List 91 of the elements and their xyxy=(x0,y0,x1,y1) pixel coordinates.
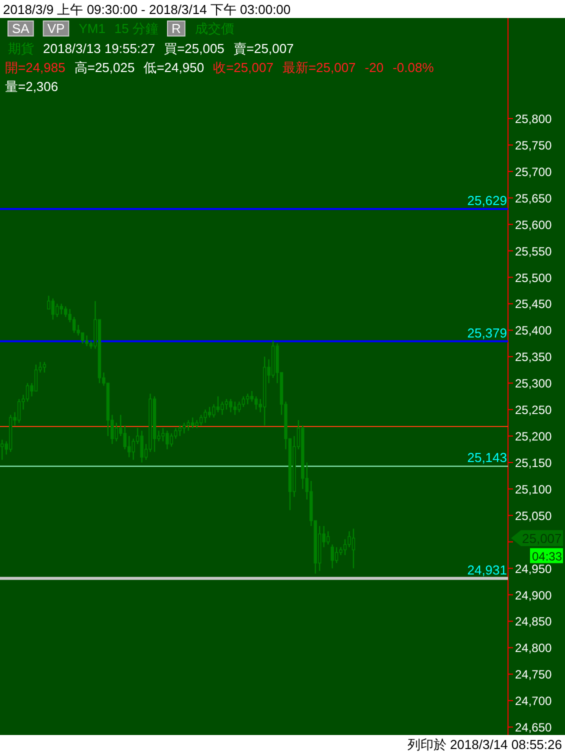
annotation: -0.08% xyxy=(392,60,434,75)
candlestick xyxy=(254,396,258,410)
candlestick xyxy=(250,390,254,402)
annotation: 開=24,985 xyxy=(5,60,66,75)
candlestick xyxy=(348,530,351,548)
annotation: YM1 xyxy=(78,21,106,36)
y-tick-label: 25,250 xyxy=(515,403,552,418)
candlestick xyxy=(212,404,216,418)
candlestick xyxy=(34,364,38,392)
candlestick xyxy=(352,528,356,569)
annotation: SA xyxy=(12,21,30,36)
annotation: 高=25,025 xyxy=(74,60,135,75)
text: 04:33 xyxy=(532,550,562,564)
y-tick-label: 24,750 xyxy=(515,668,552,682)
candlestick xyxy=(123,424,126,450)
candlestick xyxy=(326,530,330,546)
candlestick xyxy=(85,334,88,347)
y-tick-label: 25,550 xyxy=(515,244,552,258)
candlestick xyxy=(220,401,224,416)
candlestick xyxy=(26,382,30,402)
candlestick xyxy=(182,422,186,434)
annotation: 買=25,005 xyxy=(164,41,224,56)
candlestick xyxy=(334,546,338,564)
annotation: R xyxy=(172,21,181,36)
candlestick xyxy=(166,430,169,450)
candlestick xyxy=(199,414,203,426)
y-tick-label: 25,700 xyxy=(515,164,552,179)
candlestick xyxy=(246,393,250,405)
ref-line-label: 25,379 xyxy=(467,325,507,340)
y-tick-label: 24,800 xyxy=(515,641,552,656)
y-tick-label: 25,150 xyxy=(515,456,552,470)
candlestick xyxy=(114,422,118,442)
y-tick-label: 25,400 xyxy=(515,324,552,338)
chart-title: 2018/3/9 上午 09:30:00 - 2018/3/14 下午 03:00:00 xyxy=(3,2,291,17)
y-tick-label: 25,300 xyxy=(515,376,552,391)
candlestick xyxy=(60,303,63,315)
y-tick-label: 25,200 xyxy=(515,430,552,444)
ref-line-label: 25,629 xyxy=(467,193,507,208)
annotation: 量=2,306 xyxy=(5,79,58,94)
annotation: -20 xyxy=(364,60,384,75)
candlestick xyxy=(242,396,246,408)
y-tick-label: 25,750 xyxy=(515,138,552,152)
candlestick xyxy=(128,435,131,458)
candlestick xyxy=(17,398,21,424)
annotation: VP xyxy=(47,21,65,36)
candlestick xyxy=(330,544,334,569)
y-tick-label: 25,100 xyxy=(515,482,552,496)
candlestick xyxy=(191,416,194,429)
candlestick xyxy=(224,398,228,410)
y-tick-label: 24,700 xyxy=(515,694,552,708)
candlestick xyxy=(72,316,76,334)
text: 列印於 2018/3/14 08:55:26 xyxy=(407,737,562,752)
ref-line-label: 24,931 xyxy=(467,562,507,578)
candlestick xyxy=(64,306,68,318)
candlestick xyxy=(51,298,55,320)
candlestick xyxy=(343,538,347,556)
candlestick xyxy=(238,401,241,413)
annotation: 最新=25,007 xyxy=(282,60,356,75)
candlestick xyxy=(216,396,220,413)
annotation: 賣=25,007 xyxy=(233,41,294,56)
annotation: 收=25,007 xyxy=(213,60,274,75)
candlestick xyxy=(178,424,182,437)
y-tick-label: 25,450 xyxy=(515,297,552,312)
candlestick xyxy=(186,420,190,432)
y-tick-label: 25,050 xyxy=(515,508,552,523)
ref-line-label: 25,143 xyxy=(467,450,507,466)
candlestick xyxy=(170,432,174,448)
candlestick xyxy=(132,438,135,460)
y-tick-label: 24,650 xyxy=(515,720,552,735)
y-tick-label: 25,800 xyxy=(515,112,552,126)
annotation: 成交價 xyxy=(194,21,234,36)
candlestick xyxy=(140,430,144,464)
y-tick-label: 25,350 xyxy=(515,350,552,364)
y-tick-label: 24,850 xyxy=(515,614,552,629)
candlestick xyxy=(56,303,59,318)
annotation: 低=24,950 xyxy=(144,60,204,75)
y-tick-label: 25,650 xyxy=(515,191,552,206)
candlestick xyxy=(233,401,237,416)
y-tick-label: 25,600 xyxy=(515,218,552,232)
annotation: 15 分鐘 xyxy=(114,21,158,36)
annotation: 期貨 xyxy=(8,41,34,56)
candlestick xyxy=(161,427,165,442)
candlestick xyxy=(80,332,84,344)
y-tick-label: 25,500 xyxy=(515,270,552,285)
candlestick xyxy=(204,408,207,424)
y-tick-label: 24,950 xyxy=(515,562,552,576)
annotation: 2018/3/13 19:55:27 xyxy=(43,41,156,56)
candlestick xyxy=(229,398,232,413)
candlestick xyxy=(42,361,46,374)
candlestick xyxy=(208,406,212,418)
y-tick-label: 24,900 xyxy=(515,588,552,602)
